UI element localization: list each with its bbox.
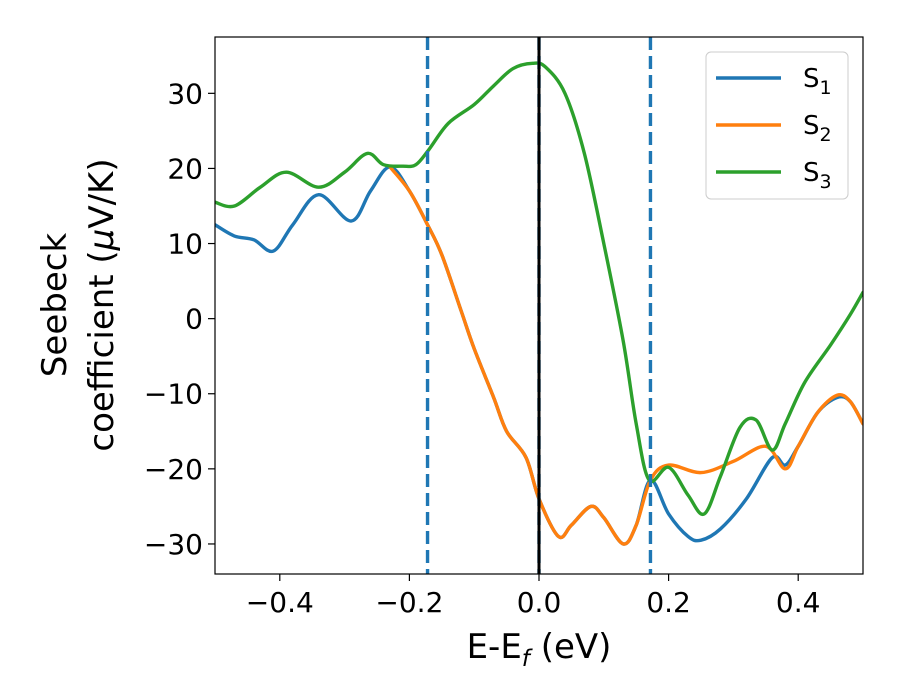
x-axis-title: E-Ef (eV): [467, 627, 612, 672]
y-tick-label: 0: [185, 303, 203, 336]
x-tick-label: 0.0: [517, 586, 562, 619]
y-axis-title: Seebeck coefficient (μV/K): [35, 158, 122, 451]
y-tick-label: 20: [167, 152, 203, 185]
y-tick-label: 10: [167, 228, 203, 261]
y-tick-label: −10: [144, 378, 203, 411]
y-tick-label: −20: [144, 453, 203, 486]
x-tick-label: 0.2: [646, 586, 691, 619]
series-s3-line: [215, 61, 863, 516]
legend-label-s2: S2: [803, 111, 832, 146]
y-tick-label: −30: [144, 528, 203, 561]
x-tick-label: −0.4: [246, 586, 314, 619]
y-axis: 30 20 10 0 −10 −20 −30: [144, 77, 215, 561]
series-s2-line: [388, 165, 863, 546]
legend: S1 S2 S3: [705, 51, 849, 200]
x-tick-label: −0.2: [375, 586, 443, 619]
plot-area: [215, 37, 863, 574]
y-tick-label: 30: [167, 77, 203, 110]
legend-label-s3: S3: [803, 158, 832, 193]
legend-label-s1: S1: [803, 64, 832, 99]
y-axis-title-line1: Seebeck: [35, 233, 75, 378]
x-axis: −0.4 −0.2 0.0 0.2 0.4: [246, 574, 821, 619]
y-axis-title-line2: coefficient (μV/K): [82, 158, 122, 451]
x-tick-label: 0.4: [776, 586, 821, 619]
x-axis-title-subscript: f: [522, 646, 533, 672]
